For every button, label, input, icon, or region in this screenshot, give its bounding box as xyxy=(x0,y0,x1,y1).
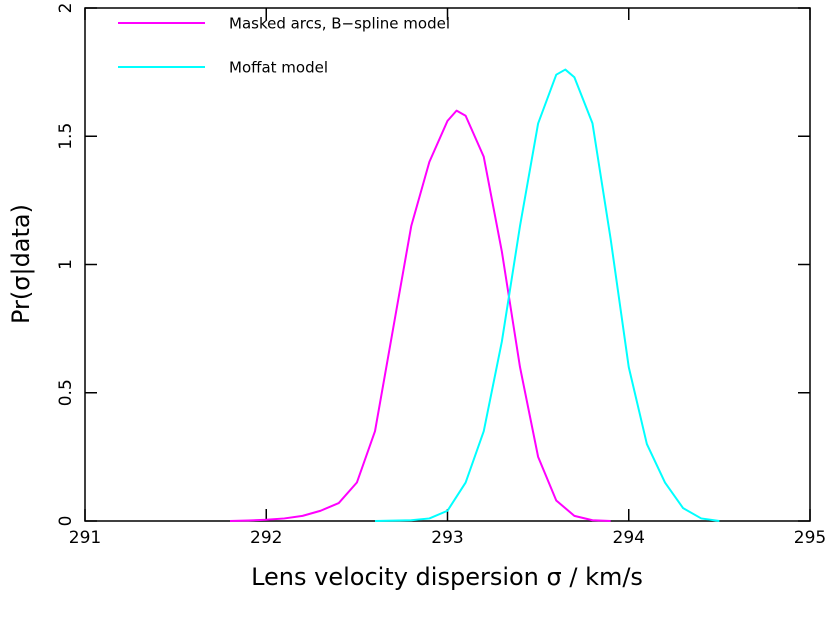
plot-frame xyxy=(84,7,811,522)
x-tick-label: 295 xyxy=(794,528,826,548)
x-tick-label: 291 xyxy=(69,528,101,548)
data-line xyxy=(374,68,720,522)
y-tick-label: 1 xyxy=(56,259,76,270)
legend-label: Masked arcs, B−spline model xyxy=(229,15,450,33)
y-tick-label: 0.5 xyxy=(56,379,76,406)
x-tick-label: 294 xyxy=(613,528,645,548)
y-tick-label: 0 xyxy=(56,516,76,527)
data-line xyxy=(229,109,611,522)
y-tick-label: 2 xyxy=(56,3,76,14)
x-tick-label: 293 xyxy=(431,528,463,548)
legend-label: Moffat model xyxy=(229,59,328,77)
x-axis-label: Lens velocity dispersion σ / km/s xyxy=(251,563,643,591)
y-axis-label: Pr(σ|data) xyxy=(7,204,35,324)
x-tick-label: 292 xyxy=(250,528,282,548)
y-tick-label: 1.5 xyxy=(56,123,76,150)
